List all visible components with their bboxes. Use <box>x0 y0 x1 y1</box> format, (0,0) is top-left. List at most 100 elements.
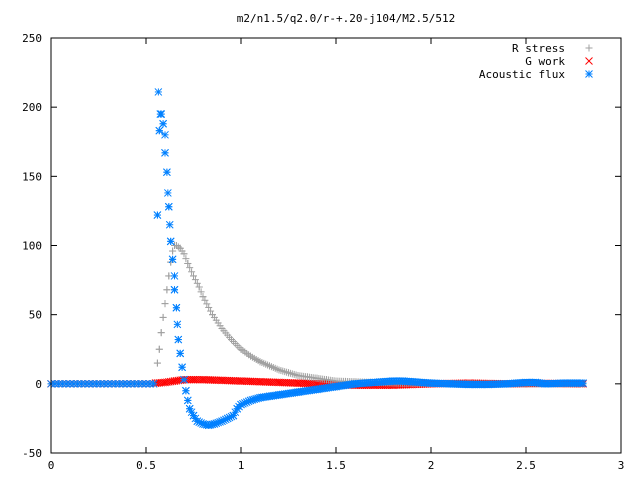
series-layer <box>47 88 587 430</box>
x-tick-label: 0.5 <box>136 459 156 472</box>
data-point <box>290 379 299 387</box>
data-point <box>157 329 165 337</box>
data-point <box>173 320 182 329</box>
data-point <box>277 378 285 387</box>
legend-marker <box>585 70 593 78</box>
data-point <box>263 378 272 386</box>
series-acoustic-flux <box>47 88 587 430</box>
y-tick-label: 250 <box>22 32 42 45</box>
data-point <box>259 378 268 386</box>
data-point <box>187 375 196 384</box>
data-point <box>163 189 172 197</box>
data-point <box>155 345 163 353</box>
chart-title: m2/n1.5/q2.0/r-+.20-j104/M2.5/512 <box>237 12 456 25</box>
data-point <box>201 296 209 304</box>
data-point <box>134 379 143 388</box>
data-point <box>303 379 312 388</box>
y-tick-label: 150 <box>22 170 42 183</box>
data-point <box>168 255 177 264</box>
data-point <box>188 268 196 276</box>
data-point <box>153 211 162 219</box>
data-point <box>183 396 192 405</box>
x-tick-label: 1.5 <box>326 459 346 472</box>
y-tick-label: 0 <box>35 378 42 391</box>
data-point <box>206 376 215 384</box>
data-point <box>233 377 242 385</box>
data-point <box>169 247 177 255</box>
data-point <box>154 88 163 96</box>
data-point <box>199 375 207 384</box>
data-point <box>256 377 264 386</box>
data-point <box>299 379 308 388</box>
data-point <box>193 375 202 384</box>
data-point <box>227 376 236 385</box>
data-point <box>269 378 278 387</box>
data-point <box>153 359 161 367</box>
data-point <box>182 255 190 263</box>
data-point <box>252 377 261 386</box>
data-point <box>242 377 251 386</box>
data-point <box>204 376 213 384</box>
data-point <box>254 377 262 386</box>
data-point <box>265 378 274 386</box>
y-tick-label: -50 <box>22 447 42 460</box>
data-point <box>190 272 197 280</box>
data-point <box>258 377 266 386</box>
x-tick-label: 0 <box>48 459 55 472</box>
data-point <box>210 376 219 384</box>
data-point <box>301 379 310 388</box>
data-point <box>159 313 167 321</box>
data-point <box>292 379 300 387</box>
x-tick-label: 2.5 <box>516 459 536 472</box>
data-point <box>220 376 228 385</box>
legend-label: Acoustic flux <box>479 68 565 81</box>
data-point <box>208 376 217 384</box>
data-point <box>161 148 169 157</box>
data-point <box>189 375 198 384</box>
data-point <box>237 377 245 385</box>
data-point <box>271 378 280 387</box>
data-point <box>197 375 205 384</box>
data-point <box>225 376 234 385</box>
legend-label: R stress <box>512 42 565 55</box>
data-point <box>178 363 186 372</box>
data-point <box>182 386 190 395</box>
data-point <box>157 110 166 118</box>
data-point <box>297 379 306 388</box>
data-point <box>203 300 211 308</box>
data-point <box>280 378 289 387</box>
data-point <box>183 375 192 384</box>
data-point <box>174 335 183 344</box>
data-point <box>250 377 259 386</box>
data-point <box>172 303 181 312</box>
data-point <box>201 375 209 384</box>
data-point <box>161 130 169 139</box>
data-point <box>149 379 158 388</box>
data-point <box>305 379 314 388</box>
y-tick-label: 100 <box>22 240 42 253</box>
data-point <box>50 379 59 388</box>
data-point <box>180 375 188 384</box>
legend-marker <box>585 57 593 65</box>
data-point <box>164 202 173 211</box>
data-point <box>286 379 295 387</box>
data-point <box>282 378 291 387</box>
data-point <box>170 272 179 280</box>
data-point <box>214 376 223 385</box>
data-point <box>218 376 226 385</box>
data-point <box>239 377 247 385</box>
data-point <box>163 168 171 177</box>
data-point <box>193 279 201 287</box>
data-point <box>165 220 174 229</box>
data-point <box>261 378 270 386</box>
data-point <box>221 376 230 385</box>
data-point <box>207 307 215 315</box>
data-point <box>180 250 188 258</box>
data-point <box>296 379 304 388</box>
data-point <box>294 379 302 387</box>
legend-label: G work <box>525 55 565 68</box>
y-tick-label: 50 <box>29 309 42 322</box>
legend-marker <box>585 44 593 52</box>
